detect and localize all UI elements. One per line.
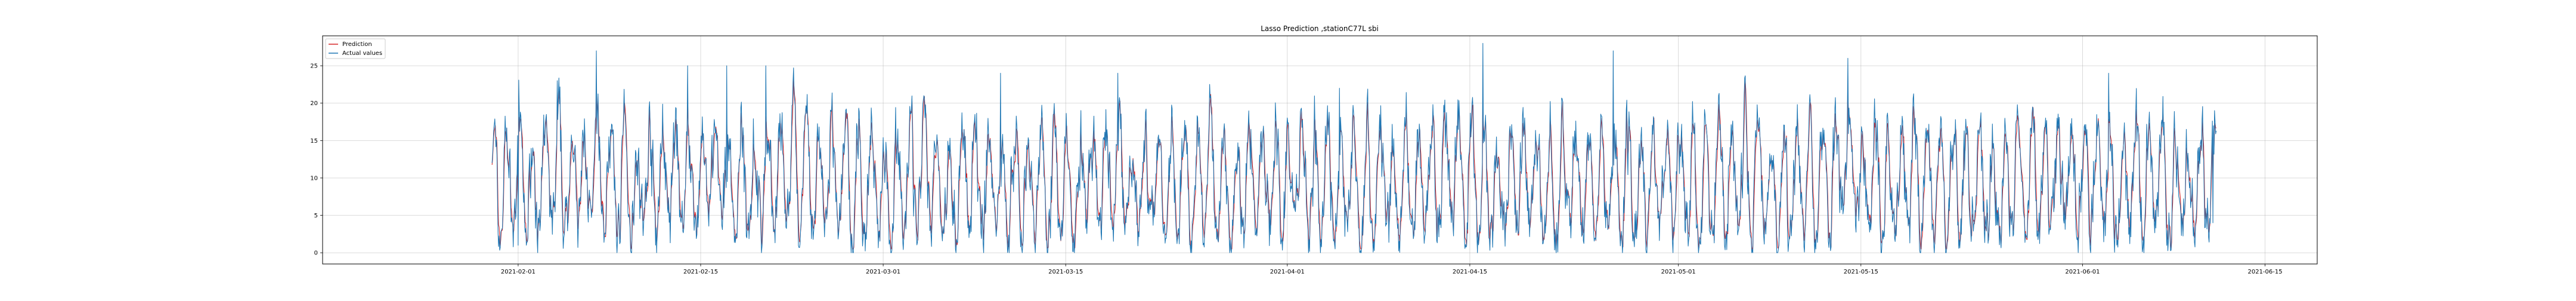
y-tick-label: 15 bbox=[310, 138, 318, 145]
x-tick-label: 2021-02-15 bbox=[683, 269, 718, 275]
x-tick-label: 2021-06-15 bbox=[2247, 269, 2282, 275]
x-tick-label: 2021-04-15 bbox=[1453, 269, 1487, 275]
axis-ticks: 2021-02-01 2021-02-15 2021-03-01 2021-03-15… bbox=[310, 63, 2282, 275]
legend-label-prediction: Prediction bbox=[342, 41, 372, 48]
x-tick-label: 2021-03-15 bbox=[1048, 269, 1083, 275]
chart-title: Lasso Prediction ,stationC77L sbi bbox=[1261, 24, 1379, 33]
legend: Prediction Actual values bbox=[325, 38, 386, 59]
actual-values-line bbox=[491, 42, 2217, 253]
x-tick-label: 2021-05-01 bbox=[1661, 269, 1696, 275]
x-tick-label: 2021-03-01 bbox=[866, 269, 900, 275]
y-tick-label: 10 bbox=[310, 175, 318, 182]
y-tick-label: 20 bbox=[310, 100, 318, 107]
y-tick-label: 0 bbox=[314, 250, 318, 257]
y-tick-label: 25 bbox=[310, 63, 318, 70]
x-tick-label: 2021-02-01 bbox=[501, 269, 535, 275]
series-lines bbox=[491, 42, 2217, 253]
legend-label-actual: Actual values bbox=[342, 50, 382, 57]
plot-area bbox=[322, 35, 2318, 265]
legend-box bbox=[325, 38, 386, 59]
x-tick-label: 2021-05-15 bbox=[1844, 269, 1878, 275]
x-tick-label: 2021-06-01 bbox=[2065, 269, 2100, 275]
y-tick-label: 5 bbox=[314, 213, 318, 219]
x-tick-label: 2021-04-01 bbox=[1270, 269, 1305, 275]
